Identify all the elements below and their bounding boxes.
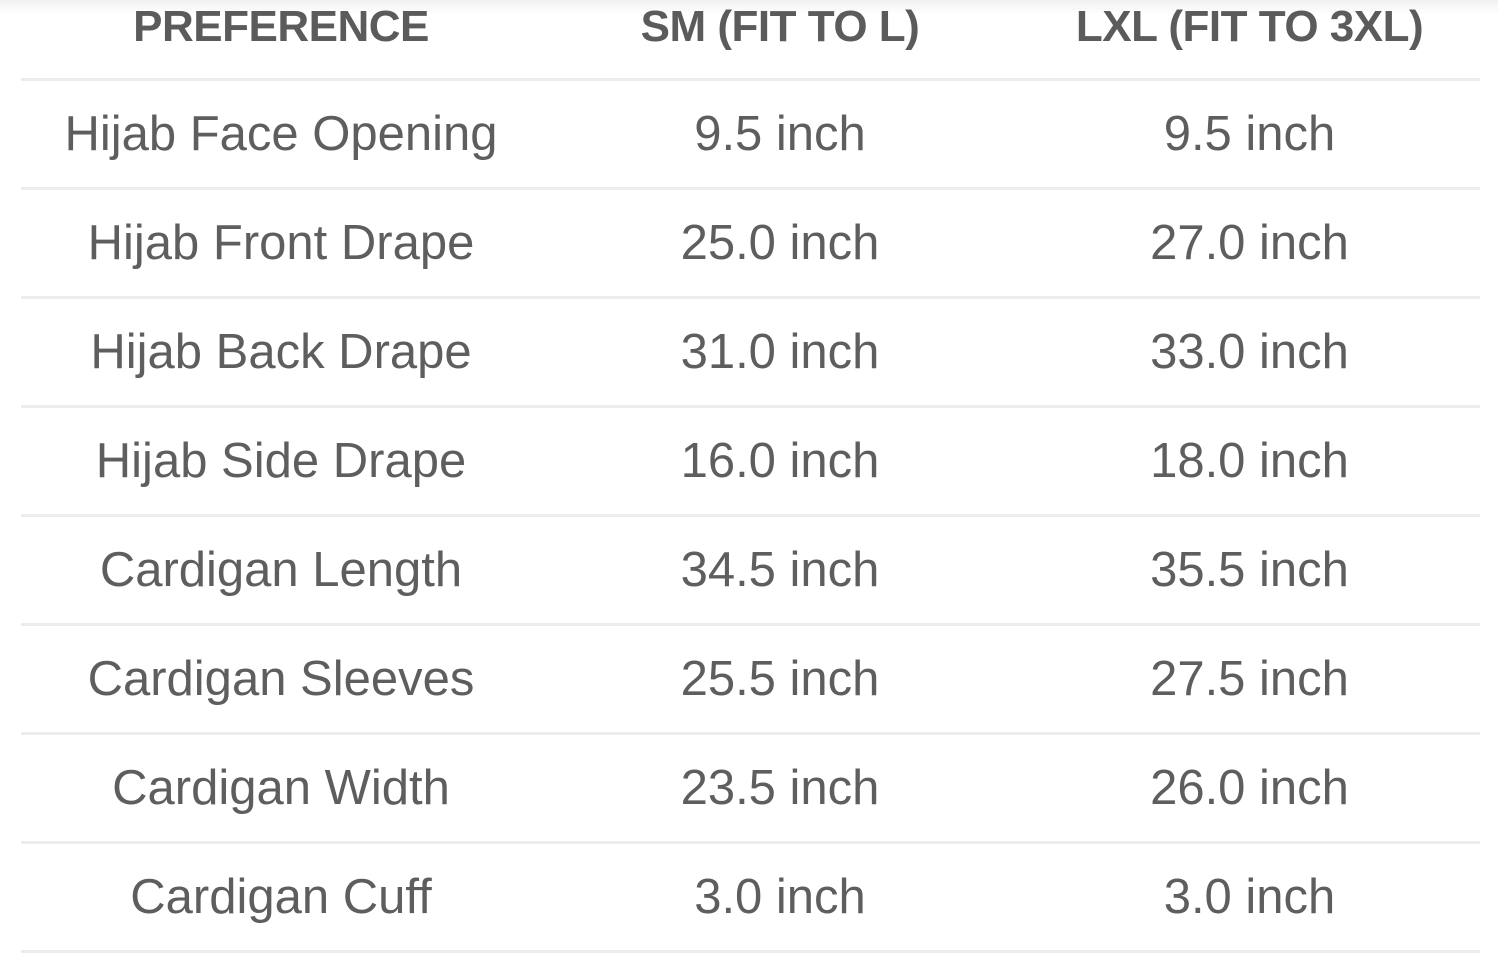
measurement-name: Hijab Face Opening xyxy=(21,79,541,190)
table-row: Hijab Back Drape 31.0 inch 33.0 inch xyxy=(21,297,1480,408)
measurement-name: Hijab Side Drape xyxy=(21,406,541,517)
header-preference: PREFERENCE xyxy=(21,0,541,81)
sm-value: 3.0 inch xyxy=(541,842,1019,953)
measurement-name: Cardigan Sleeves xyxy=(21,624,541,735)
lxl-value: 26.0 inch xyxy=(1019,733,1480,844)
measurement-name: Cardigan Width xyxy=(21,733,541,844)
sm-value: 34.5 inch xyxy=(541,515,1019,626)
table-header: PREFERENCE SM (FIT TO L) LXL (FIT TO 3XL… xyxy=(21,0,1480,81)
measurement-name: Cardigan Cuff xyxy=(21,842,541,953)
table-row: Cardigan Cuff 3.0 inch 3.0 inch xyxy=(21,842,1480,953)
sm-value: 25.5 inch xyxy=(541,624,1019,735)
table-row: Hijab Face Opening 9.5 inch 9.5 inch xyxy=(21,79,1480,190)
lxl-value: 27.0 inch xyxy=(1019,188,1480,299)
table-row: Cardigan Width 23.5 inch 26.0 inch xyxy=(21,733,1480,844)
sm-value: 9.5 inch xyxy=(541,79,1019,190)
sm-value: 25.0 inch xyxy=(541,188,1019,299)
measurement-name: Cardigan Length xyxy=(21,515,541,626)
lxl-value: 18.0 inch xyxy=(1019,406,1480,517)
header-lxl: LXL (FIT TO 3XL) xyxy=(1019,0,1480,81)
table-row: Cardigan Sleeves 25.5 inch 27.5 inch xyxy=(21,624,1480,735)
sm-value: 23.5 inch xyxy=(541,733,1019,844)
table-body: Hijab Face Opening 9.5 inch 9.5 inch Hij… xyxy=(21,79,1480,953)
lxl-value: 27.5 inch xyxy=(1019,624,1480,735)
lxl-value: 3.0 inch xyxy=(1019,842,1480,953)
measurement-name: Hijab Back Drape xyxy=(21,297,541,408)
header-sm: SM (FIT TO L) xyxy=(541,0,1019,81)
header-row: PREFERENCE SM (FIT TO L) LXL (FIT TO 3XL… xyxy=(21,0,1480,81)
sm-value: 16.0 inch xyxy=(541,406,1019,517)
table-row: Hijab Side Drape 16.0 inch 18.0 inch xyxy=(21,406,1480,517)
lxl-value: 35.5 inch xyxy=(1019,515,1480,626)
measurement-name: Hijab Front Drape xyxy=(21,188,541,299)
sm-value: 31.0 inch xyxy=(541,297,1019,408)
size-chart-table: PREFERENCE SM (FIT TO L) LXL (FIT TO 3XL… xyxy=(21,0,1480,953)
table-row: Cardigan Length 34.5 inch 35.5 inch xyxy=(21,515,1480,626)
lxl-value: 33.0 inch xyxy=(1019,297,1480,408)
table-row: Hijab Front Drape 25.0 inch 27.0 inch xyxy=(21,188,1480,299)
lxl-value: 9.5 inch xyxy=(1019,79,1480,190)
